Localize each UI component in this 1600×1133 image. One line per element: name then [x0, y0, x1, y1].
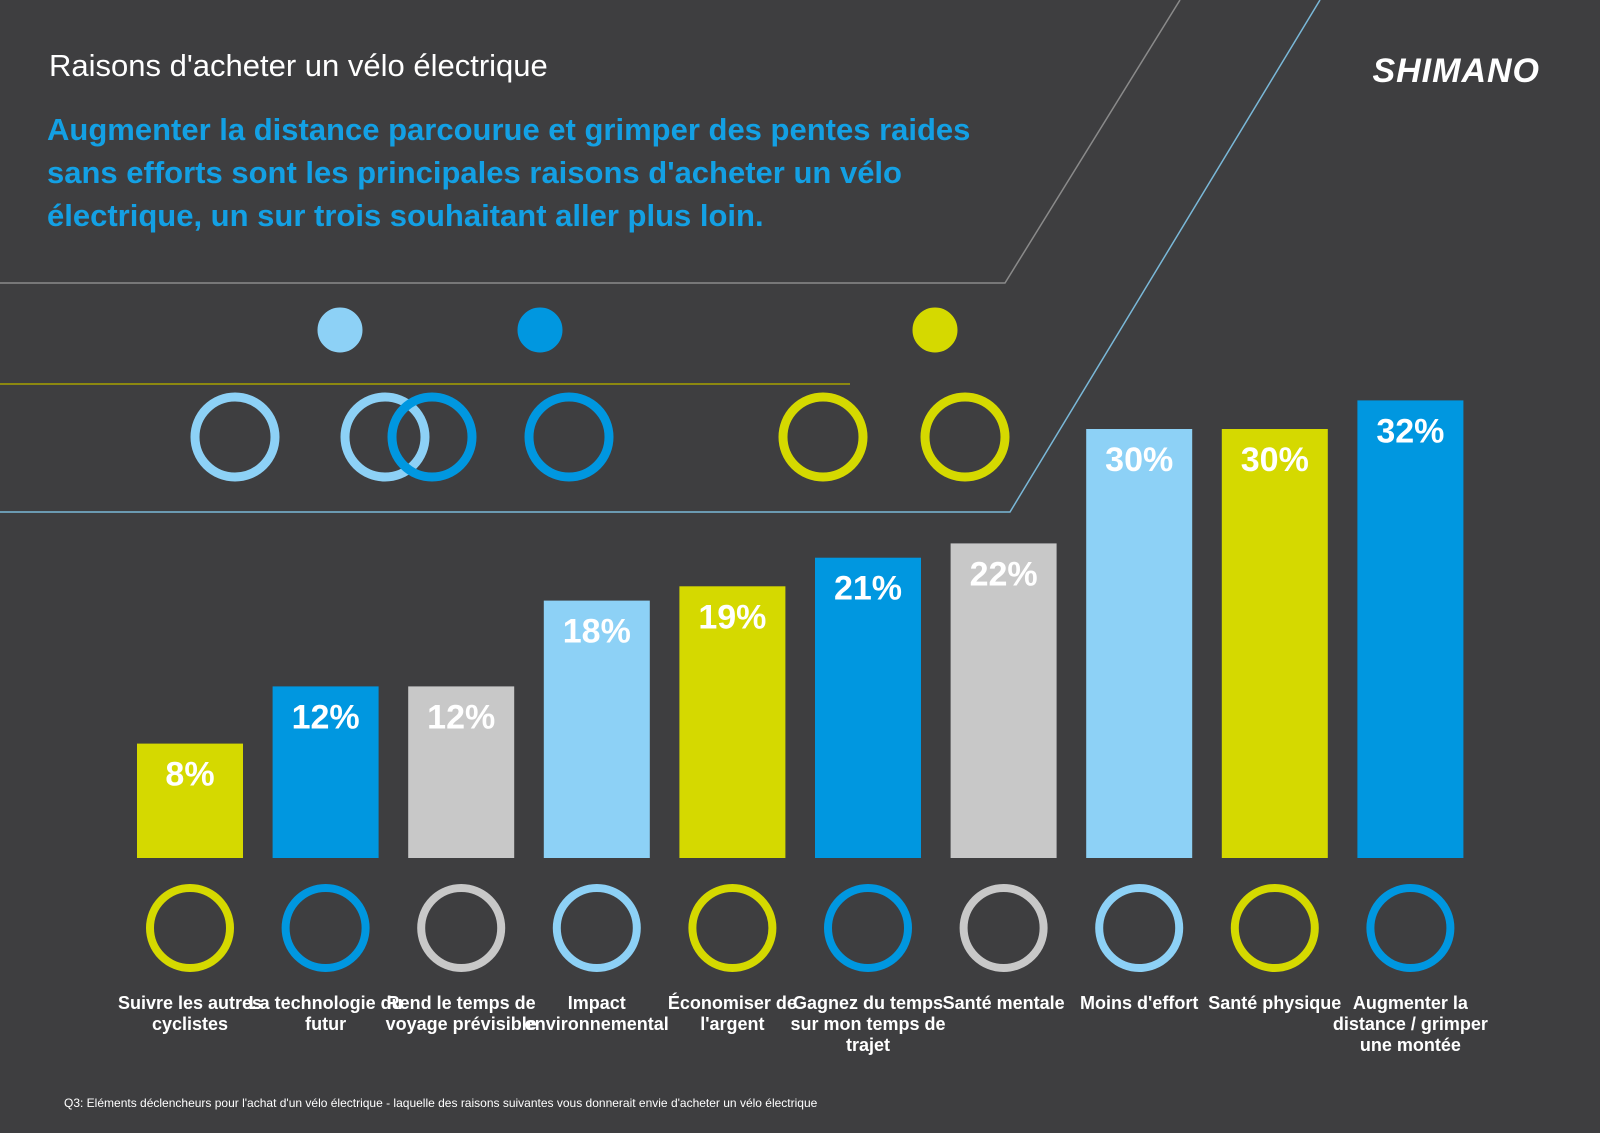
- category-label: Augmenter la distance / grimper une mont…: [1332, 993, 1488, 1055]
- value-label: 18%: [563, 613, 631, 651]
- bar: [1086, 429, 1193, 858]
- icon: [552, 884, 641, 972]
- category-label: Moins d'effort: [1080, 993, 1199, 1013]
- icon: [1230, 884, 1319, 972]
- category-label: Impact environnemental: [524, 993, 669, 1034]
- bar: [815, 557, 921, 858]
- bar: [137, 743, 243, 858]
- bar: [950, 543, 1057, 858]
- bar: [408, 686, 515, 858]
- category-label: Santé physique: [1208, 993, 1342, 1013]
- brand-logo: SHIMANO: [1372, 52, 1540, 90]
- value-label: 12%: [427, 698, 495, 736]
- category-label: Gagnez du temps sur mon temps de trajet: [790, 993, 946, 1055]
- icon: [824, 884, 912, 972]
- value-label: 8%: [165, 756, 214, 794]
- value-label: 30%: [1241, 441, 1309, 479]
- icon: [688, 884, 777, 972]
- category-label: Santé mentale: [942, 993, 1065, 1013]
- bar: [1357, 400, 1464, 858]
- bar: [272, 686, 379, 858]
- value-label: 32%: [1376, 412, 1444, 450]
- value-label: 19%: [698, 598, 766, 636]
- value-label: 22%: [970, 555, 1038, 593]
- footnote: Q3: Eléments déclencheurs pour l'achat d…: [64, 1096, 818, 1110]
- icon: [1366, 884, 1455, 972]
- bar: [543, 600, 650, 858]
- icon: [1095, 884, 1184, 972]
- decor: [0, 0, 1321, 513]
- category-label: Économiser de l'argent: [667, 993, 797, 1034]
- category-label: Suivre les autres cyclistes: [117, 993, 263, 1034]
- bar: [679, 586, 786, 858]
- value-label: 30%: [1105, 441, 1173, 479]
- icon: [417, 884, 506, 972]
- value-label: 12%: [292, 698, 360, 736]
- icon: [959, 884, 1048, 972]
- category-label: La technologie du futur: [248, 993, 403, 1034]
- icon: [281, 884, 370, 972]
- icon: [146, 884, 234, 972]
- value-label: 21%: [834, 570, 902, 608]
- title: Raisons d'acheter un vélo électrique: [49, 48, 548, 83]
- category-label: Rend le temps de voyage prévisible: [385, 993, 537, 1034]
- bar: [1221, 429, 1328, 858]
- subtitle: Augmenter la distance parcourue et grimp…: [47, 112, 971, 233]
